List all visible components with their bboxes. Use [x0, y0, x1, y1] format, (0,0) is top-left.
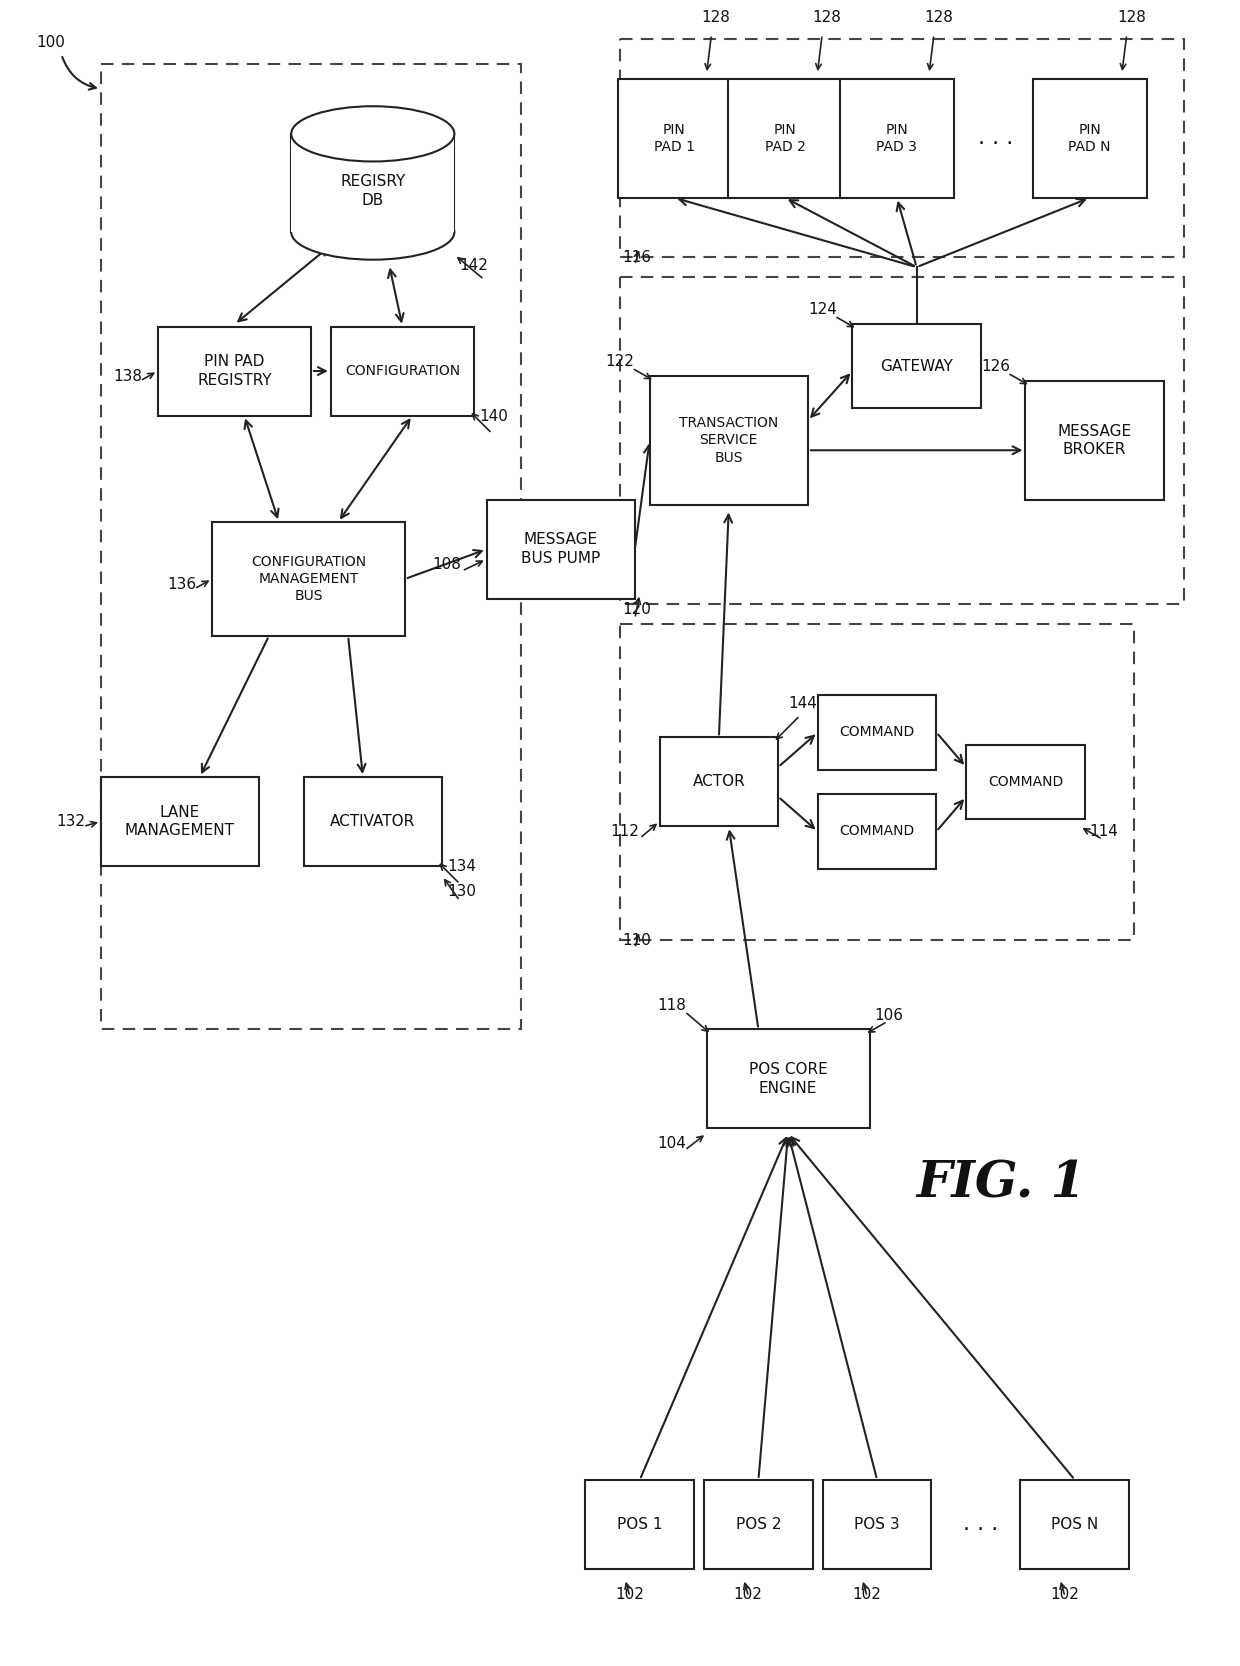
Bar: [852, 323, 981, 408]
Text: 102: 102: [1050, 1586, 1079, 1601]
Text: 122: 122: [605, 355, 634, 370]
Text: 120: 120: [622, 601, 651, 616]
Bar: [1021, 1479, 1130, 1569]
Text: GATEWAY: GATEWAY: [880, 358, 954, 373]
Text: . . .: . . .: [978, 128, 1013, 148]
Text: POS 1: POS 1: [618, 1518, 662, 1533]
Text: COMMAND: COMMAND: [988, 775, 1063, 790]
Bar: [620, 623, 1135, 940]
Text: 130: 130: [446, 883, 476, 898]
Text: 112: 112: [610, 825, 639, 840]
Text: 142: 142: [459, 258, 489, 273]
Text: 128: 128: [1117, 10, 1146, 25]
Bar: [839, 78, 954, 198]
Bar: [822, 1479, 931, 1569]
Text: PIN
PAD 2: PIN PAD 2: [765, 123, 806, 153]
Text: 138: 138: [113, 368, 143, 383]
Text: 104: 104: [657, 1136, 686, 1151]
Text: 116: 116: [622, 250, 651, 265]
Text: POS 3: POS 3: [854, 1518, 900, 1533]
Text: 124: 124: [808, 302, 837, 317]
Text: MESSAGE
BUS PUMP: MESSAGE BUS PUMP: [521, 533, 600, 566]
Text: 140: 140: [479, 408, 508, 423]
Text: PIN PAD
REGISTRY: PIN PAD REGISTRY: [197, 355, 272, 388]
Text: PIN
PAD 1: PIN PAD 1: [653, 123, 694, 153]
Text: 136: 136: [167, 576, 197, 591]
Bar: [157, 327, 311, 415]
Bar: [660, 738, 779, 826]
Text: 108: 108: [432, 556, 461, 571]
Text: COMMAND: COMMAND: [839, 725, 915, 740]
Bar: [212, 521, 405, 636]
Bar: [1025, 382, 1164, 500]
Bar: [620, 277, 1184, 603]
Bar: [817, 795, 936, 868]
Text: 102: 102: [615, 1586, 644, 1601]
Text: TRANSACTION
SERVICE
BUS: TRANSACTION SERVICE BUS: [680, 416, 779, 465]
Bar: [707, 1030, 869, 1128]
Text: . . .: . . .: [963, 1514, 998, 1534]
Text: FIG. 1: FIG. 1: [916, 1160, 1086, 1210]
Text: 128: 128: [702, 10, 730, 25]
Text: POS CORE
ENGINE: POS CORE ENGINE: [749, 1063, 827, 1096]
Text: POS N: POS N: [1052, 1518, 1099, 1533]
Bar: [100, 776, 259, 866]
Text: 128: 128: [924, 10, 952, 25]
Bar: [728, 78, 842, 198]
Text: 132: 132: [56, 815, 86, 830]
Bar: [704, 1479, 812, 1569]
Text: PIN
PAD N: PIN PAD N: [1069, 123, 1111, 153]
Bar: [291, 133, 454, 232]
Text: 110: 110: [622, 933, 651, 948]
Ellipse shape: [291, 107, 454, 162]
Text: 114: 114: [1090, 825, 1118, 840]
Text: REGISRY
DB: REGISRY DB: [340, 175, 405, 208]
Bar: [304, 776, 441, 866]
Bar: [1033, 78, 1147, 198]
Bar: [486, 500, 635, 598]
Bar: [100, 65, 521, 1030]
Text: PIN
PAD 3: PIN PAD 3: [877, 123, 918, 153]
Ellipse shape: [291, 205, 454, 260]
Text: 102: 102: [734, 1586, 763, 1601]
Text: 144: 144: [789, 696, 817, 711]
Bar: [618, 78, 732, 198]
Text: LANE
MANAGEMENT: LANE MANAGEMENT: [125, 805, 236, 838]
Text: 102: 102: [852, 1586, 882, 1601]
Text: ACTOR: ACTOR: [692, 775, 745, 790]
Text: ACTIVATOR: ACTIVATOR: [330, 815, 415, 830]
Text: POS 2: POS 2: [735, 1518, 781, 1533]
Text: 126: 126: [981, 360, 1009, 375]
Text: 134: 134: [446, 860, 476, 875]
Bar: [817, 695, 936, 770]
Text: 100: 100: [37, 35, 66, 50]
Text: 128: 128: [812, 10, 841, 25]
Bar: [650, 377, 808, 505]
Text: 118: 118: [657, 998, 686, 1013]
Text: 106: 106: [874, 1008, 904, 1023]
Bar: [585, 1479, 694, 1569]
Bar: [620, 40, 1184, 257]
Bar: [331, 327, 474, 415]
Text: MESSAGE
BROKER: MESSAGE BROKER: [1058, 423, 1132, 456]
Text: CONFIGURATION
MANAGEMENT
BUS: CONFIGURATION MANAGEMENT BUS: [250, 555, 366, 603]
Text: CONFIGURATION: CONFIGURATION: [345, 365, 460, 378]
Bar: [966, 745, 1085, 820]
Text: COMMAND: COMMAND: [839, 825, 915, 838]
